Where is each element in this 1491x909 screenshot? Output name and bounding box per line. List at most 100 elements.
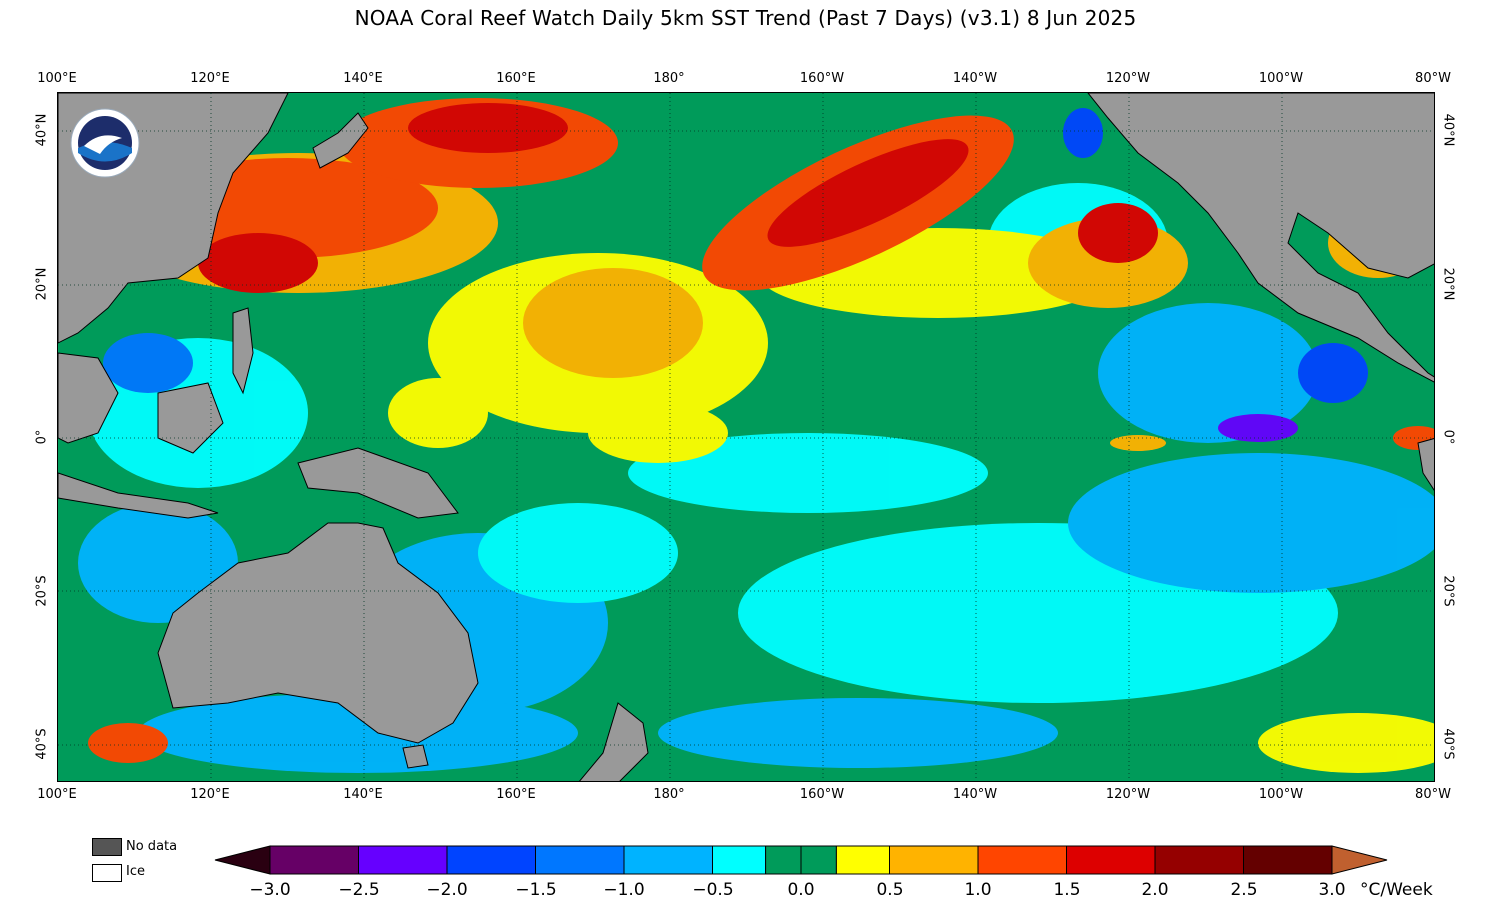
colorbar-tick-label: 0.5 — [876, 880, 904, 900]
lat-label-left: 40°S — [34, 728, 50, 760]
ice-swatch — [92, 864, 122, 882]
north-america — [1087, 93, 1434, 383]
lat-label-left: 20°N — [34, 267, 50, 301]
colorbar — [214, 845, 1388, 875]
warming-region — [588, 403, 728, 463]
colorbar-tick-label: 2.0 — [1141, 880, 1169, 900]
lat-label-right: 40°N — [1440, 113, 1456, 147]
lon-label-top: 100°W — [1258, 71, 1304, 86]
colorbar-bin — [977, 845, 1067, 875]
colorbar-under-arrow — [214, 845, 271, 875]
lon-label-bottom: 180° — [653, 787, 685, 802]
lat-label-right: 0° — [1440, 429, 1456, 445]
cooling-region — [478, 503, 678, 603]
strong-warming — [198, 233, 318, 293]
cooling-region — [628, 433, 988, 513]
tasmania — [402, 744, 429, 769]
colorbar-tick-label: 2.5 — [1230, 880, 1258, 900]
strong-warming — [408, 103, 568, 153]
strong-warming — [767, 139, 969, 247]
lon-label-top: 160°W — [799, 71, 845, 86]
colorbar-bin — [1066, 845, 1156, 875]
lon-label-top: 120°E — [190, 71, 230, 86]
colorbar-bin — [712, 845, 767, 875]
australia — [157, 522, 479, 744]
colorbar-bin — [800, 845, 837, 875]
lat-label-left: 0° — [34, 429, 50, 445]
cooling-region — [658, 698, 1058, 768]
colorbar-bin — [535, 845, 625, 875]
colorbar-tick-label: 0.0 — [787, 880, 815, 900]
lon-label-bottom: 120°W — [1105, 787, 1151, 802]
cooling-region — [1098, 303, 1318, 443]
lon-label-bottom: 140°E — [343, 787, 383, 802]
colorbar-tick-label: 1.5 — [1053, 880, 1081, 900]
philippines — [232, 307, 254, 395]
colorbar-bin — [446, 845, 536, 875]
noaa-logo — [70, 108, 140, 178]
lon-label-top: 120°W — [1105, 71, 1151, 86]
cooling-region — [103, 333, 193, 393]
colorbar-over-arrow — [1331, 845, 1388, 875]
cooling-region — [1063, 108, 1103, 158]
warming-region — [1258, 713, 1434, 773]
indochina — [58, 352, 119, 444]
lon-label-bottom: 160°W — [799, 787, 845, 802]
colorbar-tick-label: −2.0 — [426, 880, 468, 900]
colorbar-tick-label: −3.0 — [249, 880, 291, 900]
colorbar-bin — [623, 845, 713, 875]
colorbar-tick-label: −1.5 — [515, 880, 557, 900]
colorbar-tick-label: −0.5 — [692, 880, 734, 900]
lat-label-right: 20°N — [1440, 267, 1456, 301]
no-data-swatch — [92, 838, 122, 856]
lon-label-bottom: 100°W — [1258, 787, 1304, 802]
borneo — [157, 382, 224, 454]
sumatra-java — [58, 472, 219, 519]
no-data-label: No data — [126, 839, 178, 854]
strong-warming — [88, 723, 168, 763]
south-america — [1417, 438, 1434, 491]
lon-label-top: 180° — [653, 71, 685, 86]
land — [58, 93, 1434, 781]
japan — [312, 112, 369, 169]
warming-region — [1110, 435, 1166, 451]
cooling-region — [1068, 453, 1434, 593]
lat-label-right: 40°S — [1440, 728, 1456, 760]
lon-label-top: 80°W — [1415, 71, 1451, 86]
lon-label-top: 160°E — [496, 71, 536, 86]
colorbar-bin — [269, 845, 359, 875]
strong-cooling — [1218, 414, 1298, 442]
colorbar-tick-label: −2.5 — [338, 880, 380, 900]
colorbar-tick-label: −1.0 — [603, 880, 645, 900]
colorbar-tick-label: 3.0 — [1318, 880, 1346, 900]
graticule — [58, 93, 1434, 781]
colorbar-bin — [1243, 845, 1333, 875]
colorbar-bin — [835, 845, 891, 875]
colorbar-bin — [765, 845, 802, 875]
strong-warming — [1078, 203, 1158, 263]
lon-label-top: 140°E — [343, 71, 383, 86]
sst-trend-map[interactable] — [57, 92, 1435, 782]
cooling-region — [138, 693, 578, 773]
warming-region — [523, 268, 703, 378]
lon-label-bottom: 80°W — [1415, 787, 1451, 802]
colorbar-bin — [889, 845, 979, 875]
warming-region — [388, 378, 488, 448]
colorbar-unit: °C/Week — [1360, 880, 1433, 900]
lon-label-top: 100°E — [37, 71, 77, 86]
colorbar-bin — [358, 845, 448, 875]
new-guinea — [297, 447, 459, 519]
new-zealand — [579, 702, 649, 781]
ice-label: Ice — [126, 864, 145, 879]
cooling-region — [1298, 343, 1368, 403]
lon-label-bottom: 160°E — [496, 787, 536, 802]
lon-label-top: 140°W — [952, 71, 998, 86]
map-canvas — [58, 93, 1434, 781]
lat-label-right: 20°S — [1440, 575, 1456, 607]
colorbar-bin — [1154, 845, 1244, 875]
lon-label-bottom: 100°E — [37, 787, 77, 802]
colorbar-tick-label: 1.0 — [964, 880, 992, 900]
lat-label-left: 20°S — [34, 575, 50, 607]
lon-label-bottom: 140°W — [952, 787, 998, 802]
map-title: NOAA Coral Reef Watch Daily 5km SST Tren… — [354, 6, 1137, 30]
